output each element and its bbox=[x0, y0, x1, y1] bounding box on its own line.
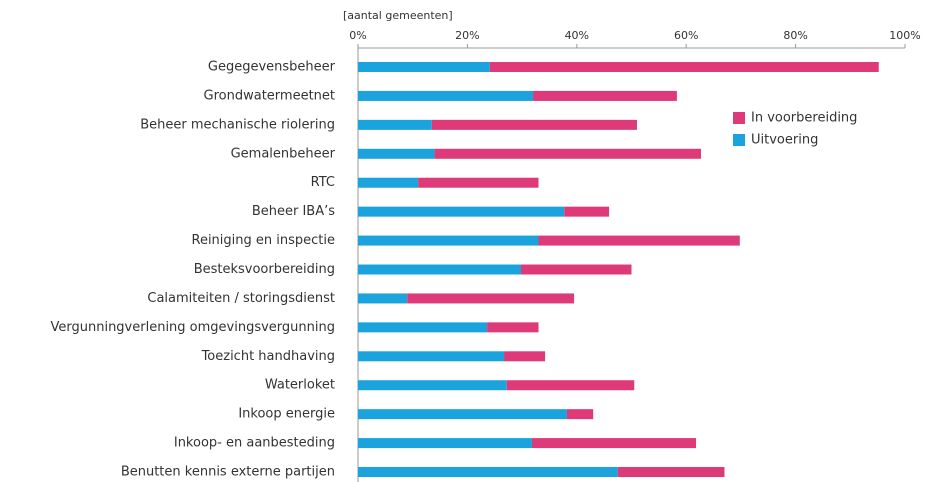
y-tick-label: Inkoop energie bbox=[238, 407, 335, 422]
bar bbox=[358, 206, 565, 217]
legend-label: In voorbereiding bbox=[751, 111, 857, 126]
y-tick-label: Beheer IBA’s bbox=[252, 204, 335, 219]
bar bbox=[418, 177, 539, 188]
bar bbox=[564, 206, 610, 217]
bar bbox=[358, 380, 507, 391]
y-tick-label: Vergunningverlening omgevingsvergunning bbox=[50, 320, 335, 335]
y-tick-label: Waterloket bbox=[265, 378, 335, 393]
x-tick-label: 20% bbox=[455, 29, 479, 42]
x-tick-label: 0% bbox=[349, 29, 366, 42]
bar bbox=[358, 351, 505, 362]
y-tick-label: Besteksvoorbereiding bbox=[194, 262, 335, 277]
bar bbox=[434, 148, 701, 159]
y-tick-label: Gegegevensbeheer bbox=[208, 60, 336, 75]
legend-label: Uitvoering bbox=[751, 133, 818, 148]
axis-title: [aantal gemeenten] bbox=[343, 9, 453, 22]
bar bbox=[358, 467, 618, 478]
bar bbox=[506, 380, 635, 391]
bar bbox=[358, 90, 534, 101]
x-tick-label: 40% bbox=[565, 29, 589, 42]
bar bbox=[358, 264, 522, 275]
bar bbox=[521, 264, 632, 275]
bar bbox=[358, 119, 432, 130]
bar bbox=[531, 438, 697, 449]
bar bbox=[358, 148, 435, 159]
bar bbox=[358, 322, 488, 333]
y-tick-label: Inkoop- en aanbesteding bbox=[174, 436, 335, 451]
x-tick-label: 60% bbox=[674, 29, 698, 42]
x-tick-label: 80% bbox=[783, 29, 807, 42]
bar bbox=[358, 293, 408, 304]
bar bbox=[431, 119, 637, 130]
bar bbox=[407, 293, 575, 304]
y-tick-label: Benutten kennis externe partijen bbox=[121, 465, 335, 480]
y-tick-label: Grondwatermeetnet bbox=[204, 88, 335, 103]
legend-swatch bbox=[733, 112, 745, 124]
y-tick-label: RTC bbox=[311, 175, 335, 190]
bar bbox=[358, 62, 490, 72]
bar bbox=[358, 409, 567, 420]
bar bbox=[566, 409, 594, 420]
y-tick-label: Calamiteiten / storingsdienst bbox=[147, 291, 335, 306]
bar bbox=[533, 90, 677, 101]
bar bbox=[358, 438, 532, 449]
bar bbox=[617, 467, 725, 478]
bar bbox=[358, 177, 419, 188]
y-tick-label: Gemalenbeheer bbox=[231, 146, 336, 161]
bar bbox=[487, 322, 539, 333]
y-tick-label: Beheer mechanische riolering bbox=[140, 117, 335, 132]
y-tick-label: Reiniging en inspectie bbox=[192, 233, 336, 248]
y-tick-label: Toezicht handhaving bbox=[201, 349, 335, 364]
bar bbox=[538, 235, 740, 246]
x-tick-label: 100% bbox=[889, 29, 920, 42]
legend-swatch bbox=[733, 134, 745, 146]
bar bbox=[358, 235, 539, 246]
bar bbox=[489, 62, 879, 72]
bar bbox=[504, 351, 546, 362]
